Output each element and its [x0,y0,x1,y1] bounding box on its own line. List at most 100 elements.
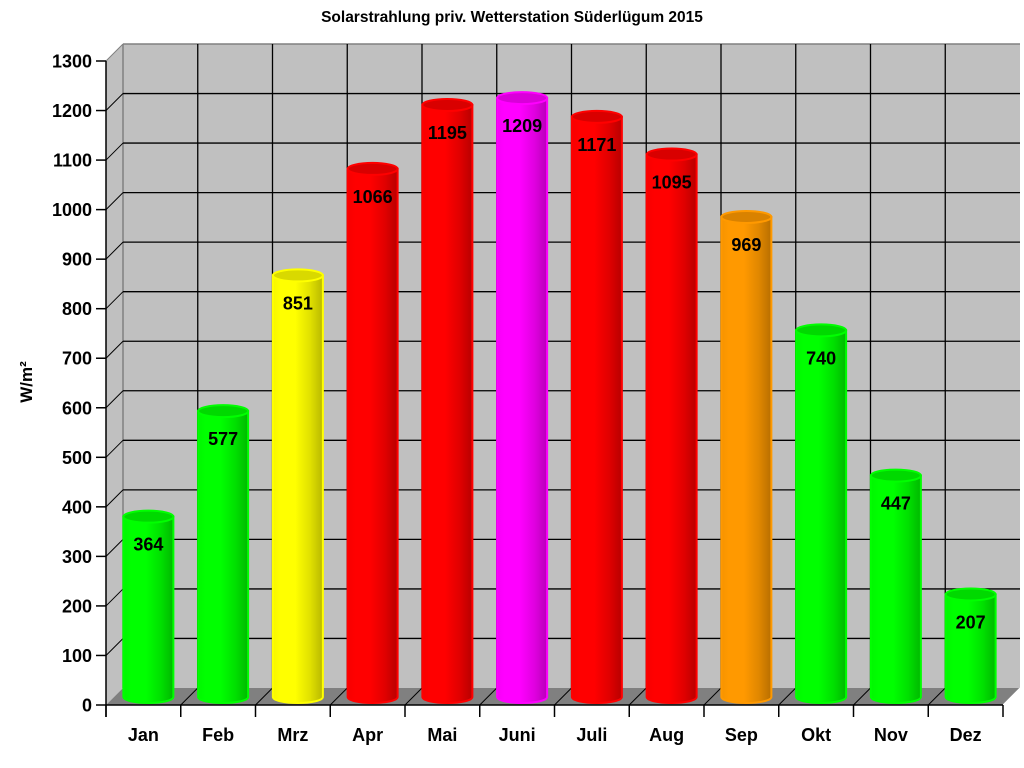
bar-body [869,474,922,704]
y-tick-label: 1100 [53,151,92,171]
gridline-floor [554,687,572,706]
gridline-side [105,93,124,111]
bar-body [496,97,549,704]
bar-body [421,104,474,704]
gridline-floor [180,687,199,706]
data-label: 364 [133,535,163,555]
bar-body [271,274,324,704]
bar-top [570,109,623,124]
gridline-side [105,439,124,458]
gridline-side [105,390,124,409]
y-tick-label: 800 [62,299,92,319]
data-label: 207 [956,612,986,632]
y-tick-label: 900 [62,250,92,270]
bars [122,91,997,704]
x-tick-label: Mai [427,725,457,745]
x-tick-label: Dez [950,725,982,745]
data-label: 969 [731,235,761,255]
chart-title: Solarstrahlung priv. Wetterstation Süder… [321,9,703,26]
bar-top [496,91,549,106]
data-label: 577 [208,429,238,449]
gridline-floor [628,687,647,706]
gridline-floor [404,687,423,706]
bar-body [346,167,399,704]
bar-aug [645,147,698,704]
y-tick-label: 300 [62,547,92,567]
bar-juni [496,91,549,704]
bar-body [720,215,773,704]
bar-top [720,209,773,224]
x-tick-label: Sep [725,725,758,745]
gridline-floor [479,687,498,706]
x-tick-label: Juni [499,725,536,745]
data-label: 1209 [502,116,542,136]
gridline-floor [329,687,348,706]
gridline-floor [927,687,946,706]
floor-right-edge [1002,687,1021,706]
gridline-side [105,291,124,310]
data-label: 1171 [577,135,616,155]
gridline-side [105,588,124,607]
x-tick-label: Okt [801,725,831,745]
bar-top [944,587,997,602]
data-label: 447 [881,494,911,514]
gridline-side [105,340,124,359]
bar-okt [795,323,848,704]
bar-body [795,329,848,704]
bar-feb [197,404,250,704]
y-tick-label: 700 [62,349,92,369]
bar-juli [570,109,623,704]
gridline-floor [853,687,871,706]
bar-jan [122,509,175,704]
y-tick-label: 200 [62,596,92,616]
gridline-side [105,539,124,557]
y-tick-label: 1200 [52,101,92,121]
labels: 364 Jan 577 Feb 851 Mrz 1066 Apr 1195 Mai 1209 Juni… [128,116,986,745]
data-label: 1066 [353,187,393,207]
gridline-floor [255,687,273,706]
gridline-floor [703,687,722,706]
data-label: 1095 [652,173,692,193]
x-tick-label: Mrz [277,725,308,745]
bar-top [122,509,175,524]
bar-body [197,410,250,704]
side-top-edge [105,43,124,62]
gridline-side [105,142,124,161]
x-tick-label: Aug [649,725,684,745]
x-tick-label: Apr [352,725,383,745]
bar-top [645,147,698,162]
y-tick-label: 600 [62,398,92,418]
gridline-side [105,192,124,210]
bar-top [197,404,250,419]
side-wall [106,44,123,705]
bar-top [421,98,474,113]
y-tick-label: 400 [62,497,92,517]
gridline-side [105,489,124,508]
bar-top [346,161,399,176]
bar-top [271,268,324,283]
gridline-side [105,638,124,656]
bar-top [795,323,848,338]
bar-top [869,468,922,483]
y-tick-label: 100 [62,646,92,666]
y-tick-label: 500 [62,448,92,468]
data-label: 740 [806,348,836,368]
data-label: 1195 [428,123,467,143]
bar-body [570,115,623,704]
gridline-floor [778,687,797,706]
bar-nov [869,468,922,704]
y-tick-label: 1000 [52,200,92,220]
data-label: 851 [283,293,313,313]
bar-dez [944,587,997,704]
bar-body [944,593,997,704]
x-tick-label: Juli [576,725,607,745]
axes: 0 100 200 300 400 500 600 700 800 900 1000 1100 1200… [52,52,1004,717]
x-tick-label: Nov [874,725,908,745]
bar-mrz [271,268,324,704]
y-tick-label: 0 [82,696,92,716]
bar-body [645,153,698,704]
y-tick-label: 1300 [52,52,92,72]
bar-apr [346,161,399,704]
bar-body [122,515,175,704]
